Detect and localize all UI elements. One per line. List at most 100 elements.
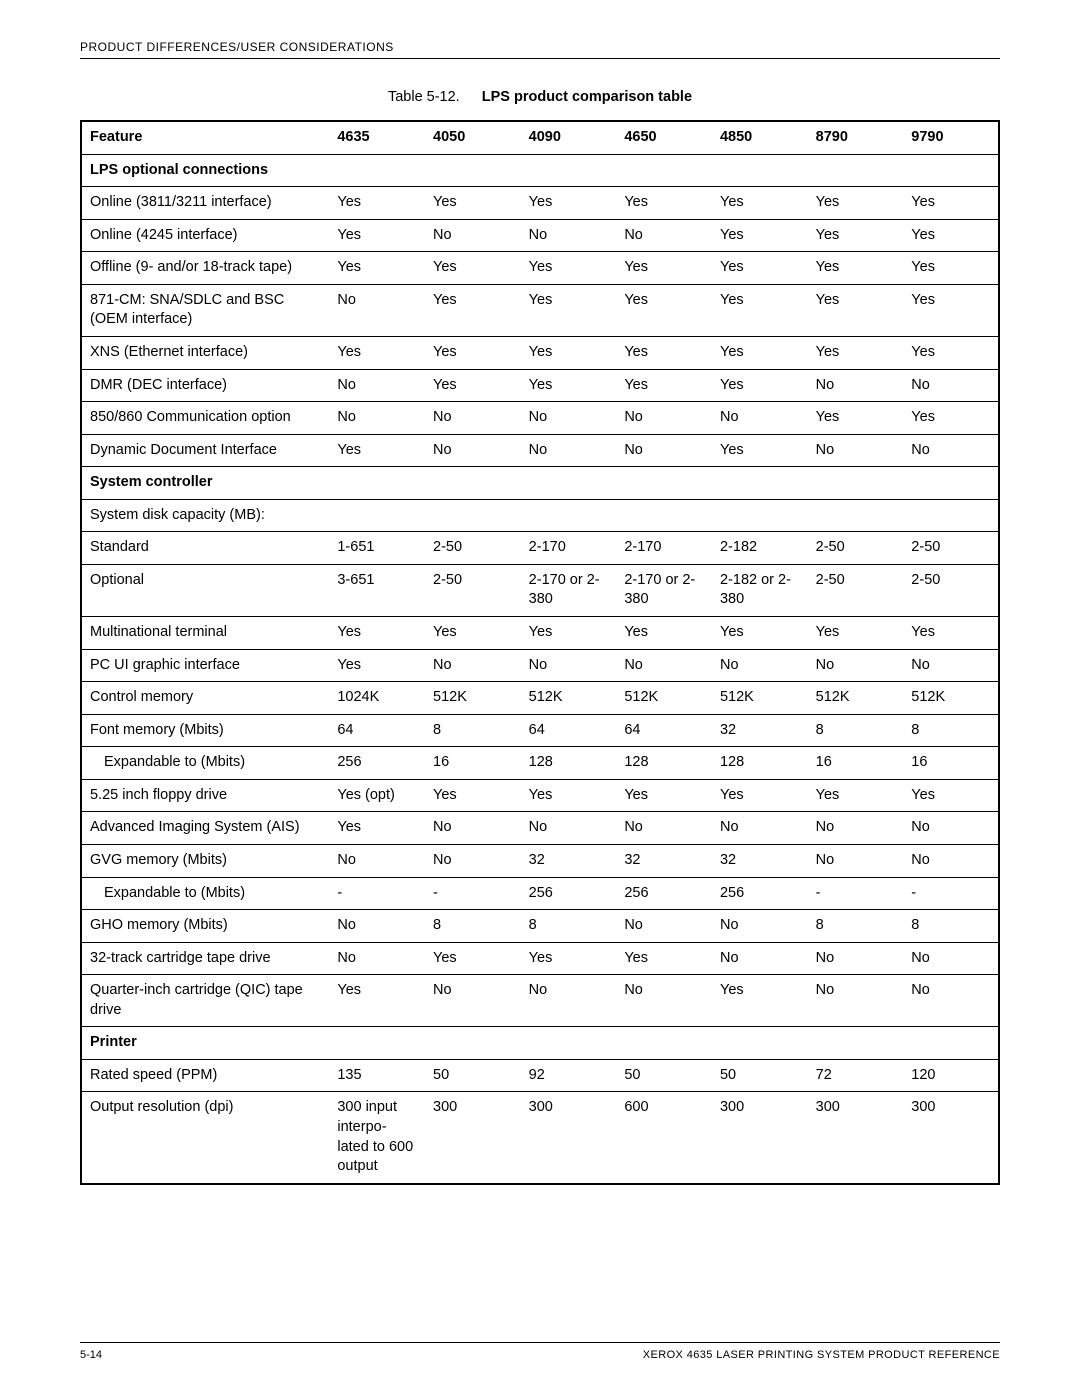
table-row: Standard1-6512-502-1702-1702-1822-502-50: [81, 532, 999, 565]
value-cell: Yes: [616, 336, 712, 369]
feature-cell: 871-CM: SNA/SDLC and BSC (OEM interface): [81, 284, 329, 336]
value-cell: Yes: [425, 779, 521, 812]
table-row: Control memory1024K512K512K512K512K512K5…: [81, 682, 999, 715]
value-cell: Yes: [616, 617, 712, 650]
value-cell: No: [521, 649, 617, 682]
feature-cell: Advanced Imaging System (AIS): [81, 812, 329, 845]
value-cell: No: [808, 812, 904, 845]
value-cell: 8: [808, 714, 904, 747]
table-row: Multinational terminalYesYesYesYesYesYes…: [81, 617, 999, 650]
table-row: Expandable to (Mbits)256161281281281616: [81, 747, 999, 780]
value-cell: No: [808, 434, 904, 467]
value-cell: 1-651: [329, 532, 425, 565]
value-cell: 120: [903, 1059, 999, 1092]
value-cell: Yes: [329, 975, 425, 1027]
column-header: Feature: [81, 121, 329, 154]
table-row: GVG memory (Mbits)NoNo323232NoNo: [81, 844, 999, 877]
value-cell: No: [903, 975, 999, 1027]
value-cell: Yes: [521, 369, 617, 402]
value-cell: 512K: [808, 682, 904, 715]
value-cell: 1024K: [329, 682, 425, 715]
value-cell: 16: [425, 747, 521, 780]
value-cell: 2-170: [616, 532, 712, 565]
value-cell: No: [616, 649, 712, 682]
value-cell: -: [808, 877, 904, 910]
value-cell: 256: [521, 877, 617, 910]
value-cell: 300: [712, 1092, 808, 1184]
value-cell: Yes: [329, 812, 425, 845]
value-cell: 512K: [616, 682, 712, 715]
value-cell: 2-170: [521, 532, 617, 565]
value-cell: No: [808, 844, 904, 877]
value-cell: 16: [903, 747, 999, 780]
value-cell: Yes: [808, 284, 904, 336]
table-row: Output resolution (dpi)300 input interpo…: [81, 1092, 999, 1184]
value-cell: 2-170 or 2-380: [616, 564, 712, 616]
value-cell: 8: [903, 910, 999, 943]
value-cell: Yes: [712, 779, 808, 812]
value-cell: No: [616, 975, 712, 1027]
feature-cell: GVG memory (Mbits): [81, 844, 329, 877]
page-number: 5-14: [80, 1349, 102, 1361]
column-header: 4050: [425, 121, 521, 154]
table-row: System disk capacity (MB):: [81, 499, 999, 532]
value-cell: Yes: [329, 187, 425, 220]
feature-cell: System disk capacity (MB):: [81, 499, 329, 532]
value-cell: 256: [329, 747, 425, 780]
feature-cell: Expandable to (Mbits): [81, 877, 329, 910]
value-cell: Yes: [903, 252, 999, 285]
value-cell: 512K: [521, 682, 617, 715]
value-cell: 8: [903, 714, 999, 747]
value-cell: 300: [903, 1092, 999, 1184]
feature-cell: Font memory (Mbits): [81, 714, 329, 747]
feature-cell: Standard: [81, 532, 329, 565]
value-cell: No: [329, 910, 425, 943]
value-cell: Yes: [521, 284, 617, 336]
table-row: Font memory (Mbits)64864643288: [81, 714, 999, 747]
section-header-row: System controller: [81, 467, 999, 500]
value-cell: 92: [521, 1059, 617, 1092]
value-cell: No: [329, 284, 425, 336]
value-cell: Yes: [903, 402, 999, 435]
feature-cell: PC UI graphic interface: [81, 649, 329, 682]
value-cell: Yes: [903, 284, 999, 336]
value-cell: Yes: [808, 252, 904, 285]
value-cell: 3-651: [329, 564, 425, 616]
value-cell: No: [903, 844, 999, 877]
value-cell: [808, 499, 904, 532]
value-cell: No: [808, 369, 904, 402]
value-cell: 64: [329, 714, 425, 747]
value-cell: Yes: [425, 942, 521, 975]
value-cell: No: [329, 844, 425, 877]
value-cell: 50: [425, 1059, 521, 1092]
table-row: GHO memory (Mbits)No88NoNo88: [81, 910, 999, 943]
table-row: Expandable to (Mbits)--256256256--: [81, 877, 999, 910]
value-cell: Yes: [329, 617, 425, 650]
feature-cell: Optional: [81, 564, 329, 616]
value-cell: Yes: [712, 975, 808, 1027]
value-cell: No: [425, 975, 521, 1027]
value-cell: No: [616, 402, 712, 435]
value-cell: Yes: [329, 434, 425, 467]
column-header: 4650: [616, 121, 712, 154]
table-row: Advanced Imaging System (AIS)YesNoNoNoNo…: [81, 812, 999, 845]
value-cell: No: [616, 434, 712, 467]
value-cell: No: [425, 219, 521, 252]
table-header-row: Feature 4635 4050 4090 4650 4850 8790 97…: [81, 121, 999, 154]
table-row: 32-track cartridge tape driveNoYesYesYes…: [81, 942, 999, 975]
value-cell: No: [425, 844, 521, 877]
value-cell: Yes: [425, 187, 521, 220]
value-cell: Yes: [425, 617, 521, 650]
table-caption: Table 5-12. LPS product comparison table: [80, 89, 1000, 105]
table-number: Table 5-12.: [388, 89, 460, 105]
value-cell: 32: [712, 844, 808, 877]
feature-cell: Online (4245 interface): [81, 219, 329, 252]
feature-cell: GHO memory (Mbits): [81, 910, 329, 943]
value-cell: 2-50: [425, 532, 521, 565]
value-cell: Yes: [903, 779, 999, 812]
table-row: Quarter-inch cartridge (QIC) tape driveY…: [81, 975, 999, 1027]
value-cell: Yes: [712, 369, 808, 402]
value-cell: 512K: [903, 682, 999, 715]
value-cell: 300 input interpo-lated to 600 output: [329, 1092, 425, 1184]
value-cell: Yes: [521, 617, 617, 650]
